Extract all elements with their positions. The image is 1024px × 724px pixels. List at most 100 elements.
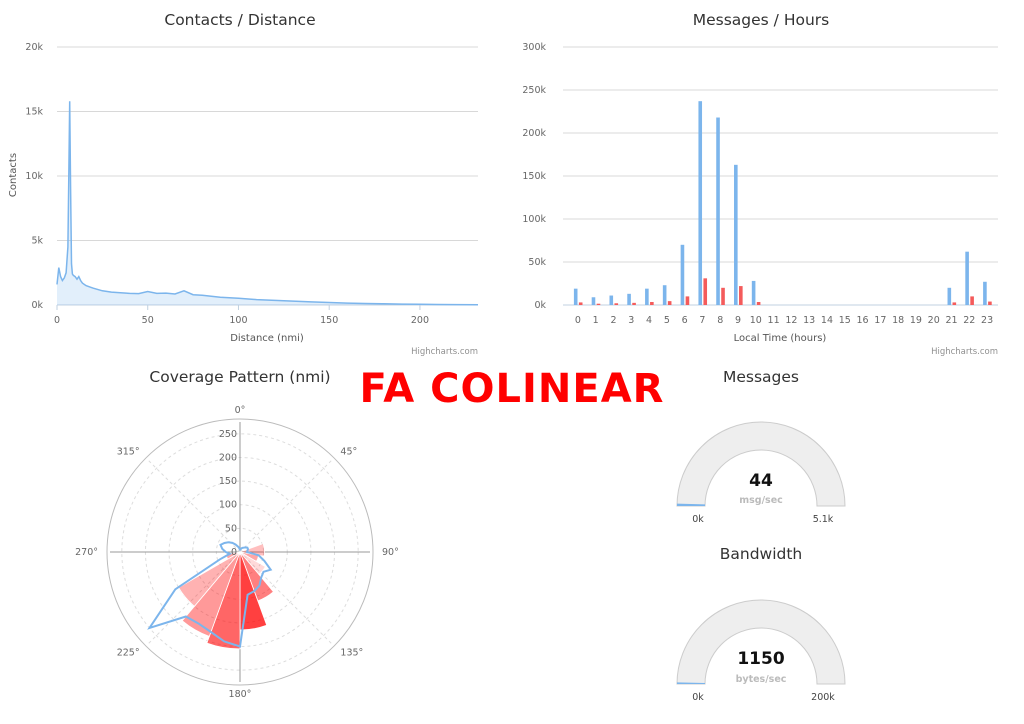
messages-gauge-value: 44 bbox=[749, 471, 773, 491]
polar-spoke bbox=[239, 459, 333, 553]
bar-blue bbox=[609, 295, 614, 305]
bar-red bbox=[614, 303, 619, 305]
bar-red bbox=[596, 303, 601, 305]
coverage-pattern-outline bbox=[147, 541, 273, 648]
x-tick-label: 0 bbox=[54, 315, 60, 326]
y-tick-label: 5k bbox=[31, 236, 43, 247]
bar-red bbox=[721, 287, 725, 305]
range-label: 0 bbox=[231, 547, 237, 558]
contacts-distance-chart: Contacts / Distance 0k 5k 10k 15k 20k 0 50 100… bbox=[8, 11, 479, 357]
x-tick-label: 2 bbox=[610, 315, 616, 326]
angle-label: 45° bbox=[340, 447, 357, 458]
coverage-sector bbox=[181, 551, 241, 637]
contacts-distance-y-axis-label: Contacts bbox=[8, 153, 19, 197]
x-tick-label: 20 bbox=[928, 315, 940, 326]
polar-spoke bbox=[147, 459, 241, 553]
messages-hours-chart: Messages / Hours 0k50k100k150k200k250k30… bbox=[522, 11, 998, 357]
angle-label: 315° bbox=[117, 447, 140, 458]
x-tick-label: 19 bbox=[910, 315, 922, 326]
bar-blue bbox=[591, 297, 596, 305]
bar-red bbox=[739, 286, 743, 305]
messages-gauge: Messages 44 msg/sec 0k 5.1k bbox=[676, 368, 846, 525]
bar-blue bbox=[573, 288, 578, 305]
contacts-distance-x-axis-label: Distance (nmi) bbox=[230, 333, 304, 344]
coverage-sector bbox=[225, 551, 241, 560]
contacts-distance-x-ticks: 0 50 100 150 200 bbox=[54, 305, 429, 326]
bar-red bbox=[952, 302, 957, 305]
bar-red bbox=[632, 302, 636, 305]
coverage-sector bbox=[238, 543, 265, 557]
y-tick-label: 300k bbox=[522, 42, 546, 53]
angle-label: 0° bbox=[235, 405, 246, 416]
x-tick-label: 13 bbox=[803, 315, 815, 326]
x-tick-label: 15 bbox=[839, 315, 851, 326]
polar-spoke bbox=[147, 551, 241, 645]
x-tick-label: 6 bbox=[682, 315, 688, 326]
bandwidth-gauge-fill bbox=[677, 682, 706, 684]
x-tick-label: 14 bbox=[821, 315, 833, 326]
x-tick-label: 4 bbox=[646, 315, 652, 326]
x-tick-label: 3 bbox=[628, 315, 634, 326]
x-tick-label: 10 bbox=[750, 315, 762, 326]
messages-gauge-unit: msg/sec bbox=[739, 495, 783, 506]
bandwidth-gauge-track bbox=[676, 599, 846, 685]
messages-hours-bars bbox=[573, 101, 992, 306]
y-tick-label: 0k bbox=[31, 300, 43, 311]
x-tick-label: 0 bbox=[575, 315, 581, 326]
y-tick-label: 200k bbox=[522, 128, 546, 139]
bar-blue bbox=[947, 287, 952, 305]
x-tick-label: 16 bbox=[857, 315, 869, 326]
messages-gauge-fill bbox=[677, 503, 706, 506]
messages-hours-y-ticks: 0k 50k 100k 150k 200k 250k 300k bbox=[522, 42, 546, 311]
contacts-distance-series bbox=[56, 101, 479, 306]
bandwidth-gauge-title: Bandwidth bbox=[720, 545, 803, 563]
range-label: 250 bbox=[219, 429, 237, 440]
x-tick-label: 200 bbox=[411, 315, 429, 326]
bandwidth-gauge-unit: bytes/sec bbox=[736, 674, 787, 685]
messages-gauge-max: 5.1k bbox=[813, 514, 834, 525]
messages-gauge-title: Messages bbox=[723, 368, 799, 386]
x-tick-label: 17 bbox=[874, 315, 886, 326]
x-tick-label: 22 bbox=[963, 315, 975, 326]
coverage-pattern-title: Coverage Pattern (nmi) bbox=[149, 368, 330, 386]
messages-hours-gridlines bbox=[563, 46, 998, 306]
bar-red bbox=[667, 301, 672, 305]
bar-blue bbox=[680, 244, 685, 305]
contacts-distance-gridlines bbox=[57, 46, 478, 306]
x-tick-label: 1 bbox=[593, 315, 599, 326]
x-tick-label: 100 bbox=[229, 315, 247, 326]
y-tick-label: 100k bbox=[522, 214, 546, 225]
bar-blue bbox=[983, 281, 987, 305]
messages-hours-title: Messages / Hours bbox=[693, 11, 830, 29]
coverage-pattern-range-labels: 0 50 100 150 200 250 bbox=[219, 429, 237, 558]
contacts-area-line bbox=[56, 101, 479, 306]
x-tick-label: 11 bbox=[768, 315, 780, 326]
coverage-pattern-frame bbox=[106, 418, 374, 686]
bar-blue bbox=[662, 285, 667, 305]
polar-outer-ring bbox=[106, 418, 374, 686]
y-tick-label: 15k bbox=[25, 107, 43, 118]
bar-red bbox=[650, 301, 654, 305]
x-tick-label: 150 bbox=[320, 315, 338, 326]
contacts-distance-title: Contacts / Distance bbox=[164, 11, 315, 29]
messages-hours-x-ticks: 0 1 2 3 4 5 6 7 8 9 10 11 12 13 14 15 16 17 18 19 20 21 22 23 bbox=[575, 315, 993, 326]
x-tick-label: 8 bbox=[717, 315, 723, 326]
bar-red bbox=[970, 296, 974, 305]
bar-blue bbox=[734, 164, 738, 305]
bar-blue bbox=[627, 293, 631, 305]
x-tick-label: 7 bbox=[699, 315, 705, 326]
y-tick-label: 50k bbox=[528, 257, 546, 268]
bandwidth-gauge-min: 0k bbox=[692, 692, 704, 703]
station-banner: FA COLINEAR bbox=[360, 366, 665, 412]
range-label: 50 bbox=[225, 523, 237, 534]
messages-hours-credit[interactable]: Highcharts.com bbox=[931, 347, 998, 357]
bandwidth-gauge: Bandwidth 1150 bytes/sec 0k 200k bbox=[676, 545, 846, 703]
contacts-distance-credit[interactable]: Highcharts.com bbox=[411, 347, 478, 357]
messages-gauge-track bbox=[676, 421, 846, 507]
coverage-sector bbox=[206, 551, 241, 650]
bar-blue bbox=[645, 288, 649, 305]
contacts-area-fill bbox=[57, 101, 478, 305]
angle-label: 270° bbox=[75, 547, 98, 558]
messages-hours-x-axis-label: Local Time (hours) bbox=[734, 333, 827, 344]
